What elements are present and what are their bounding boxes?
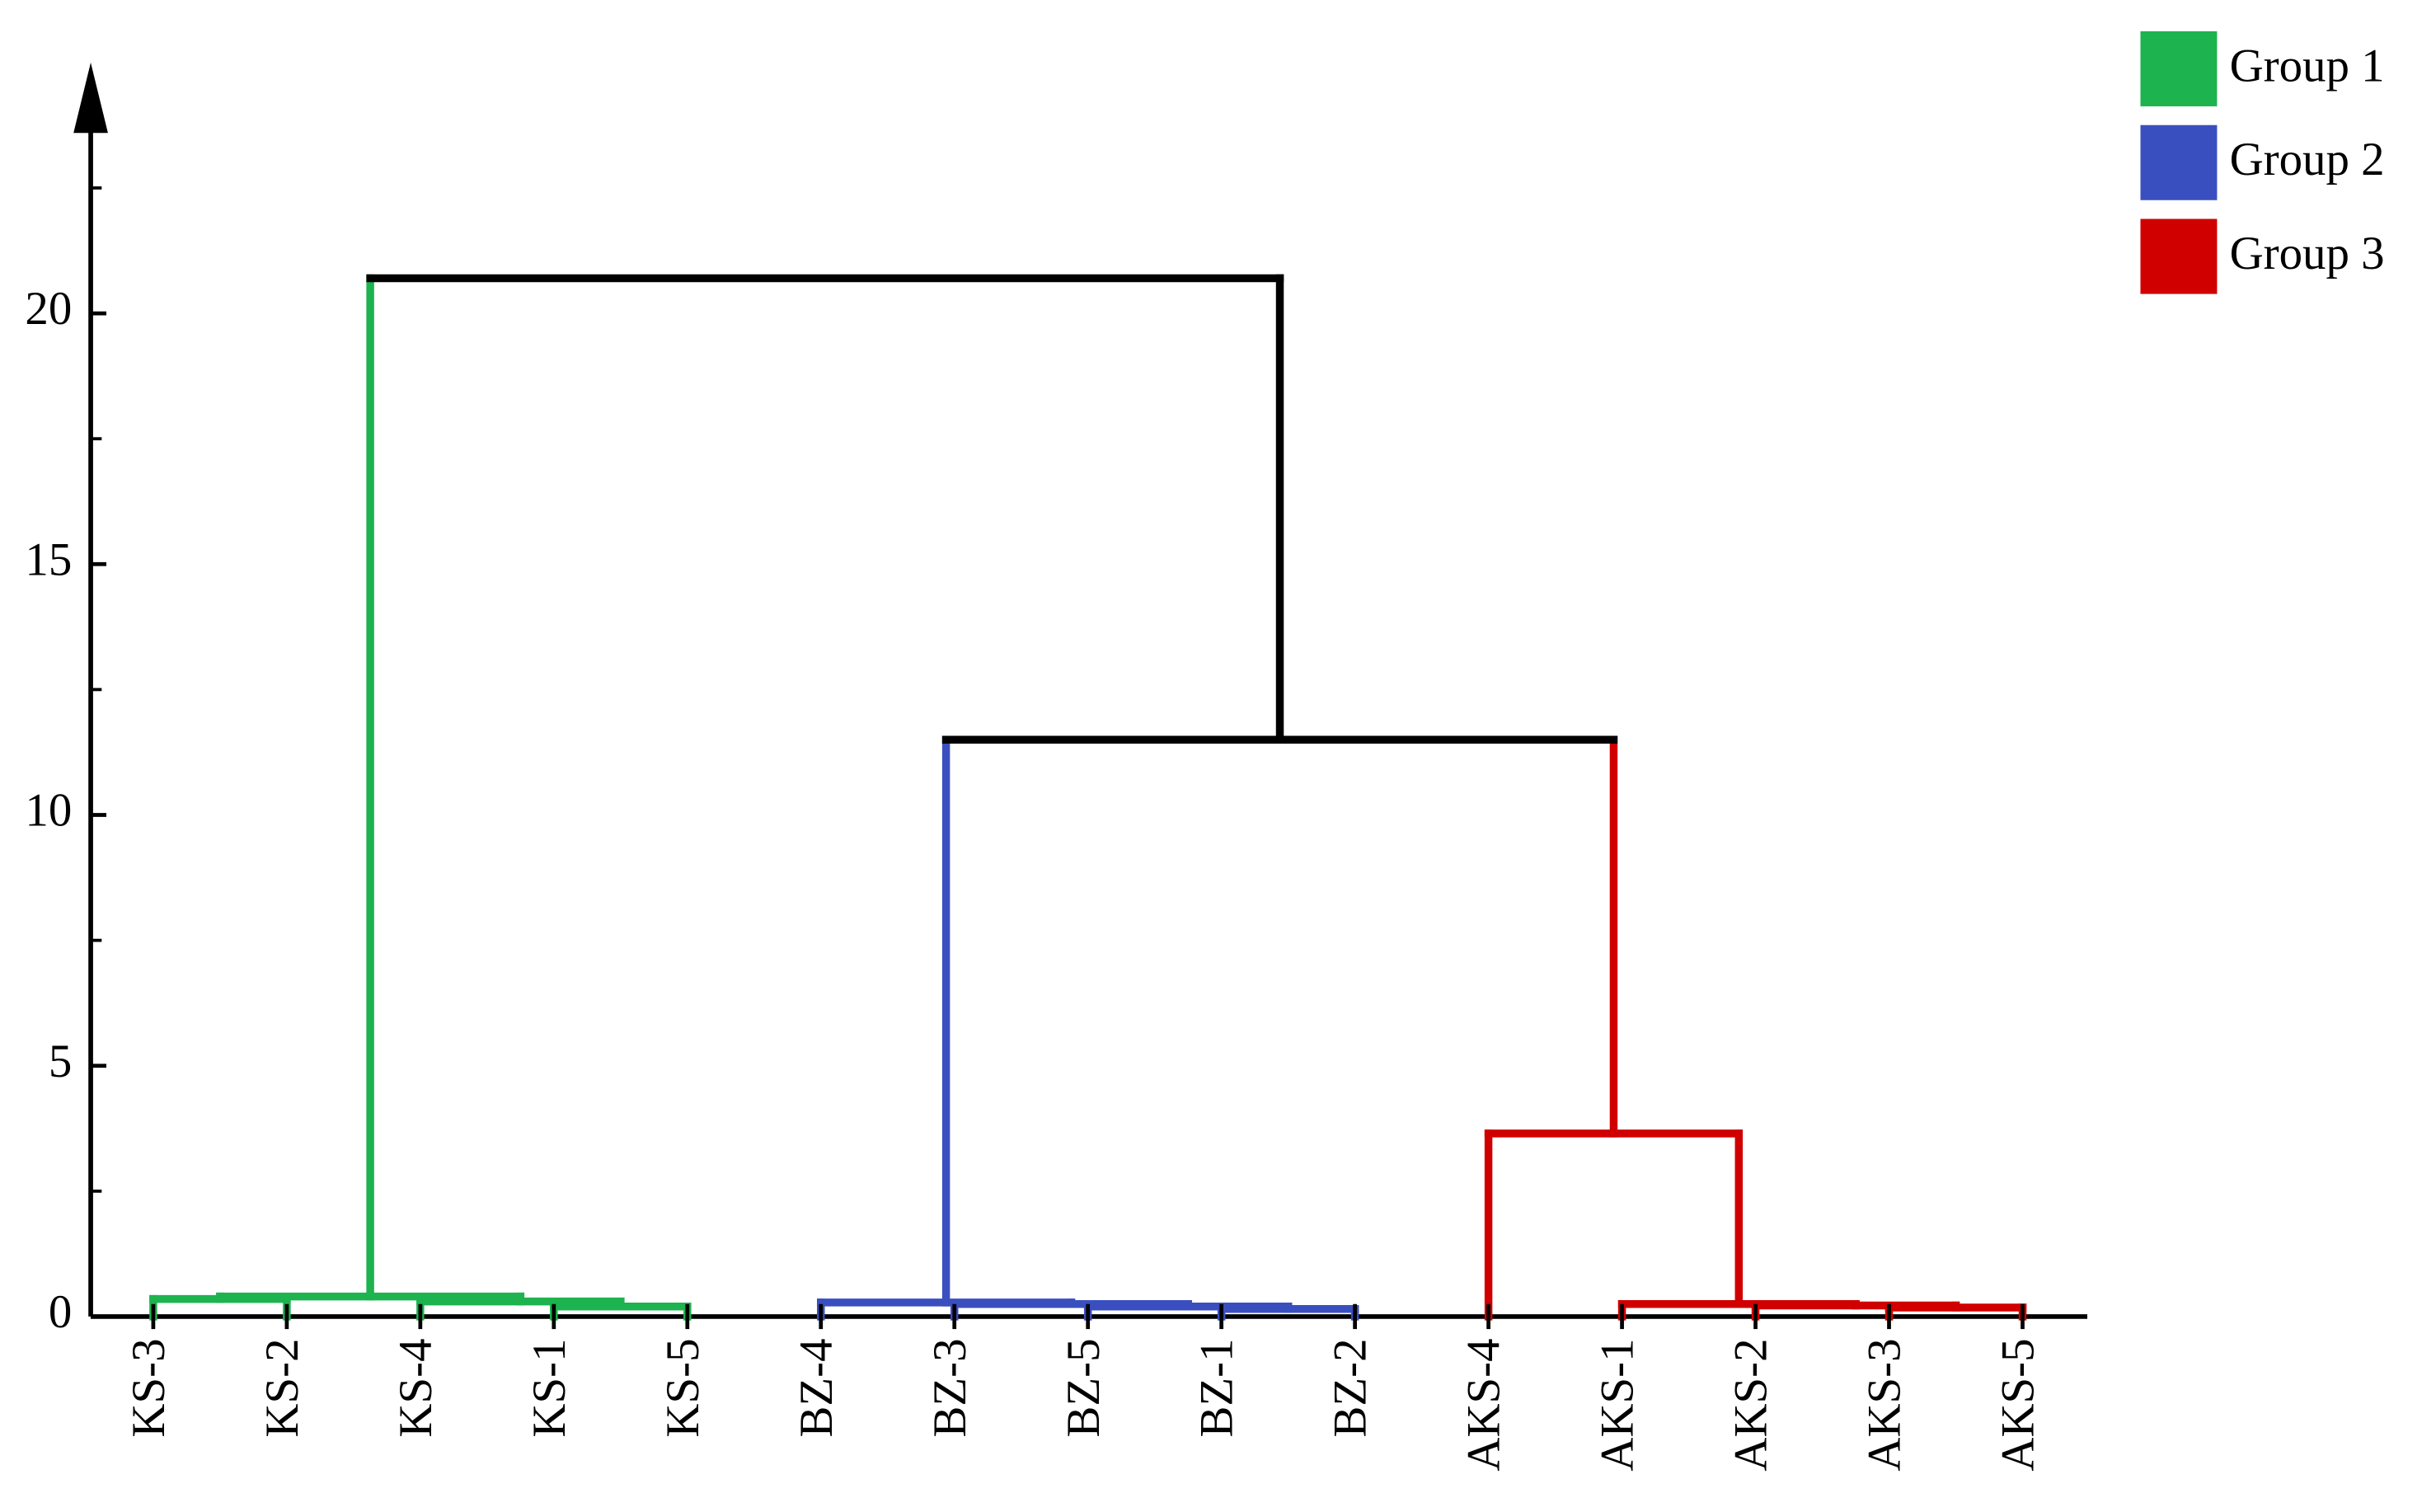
x-tick-label: AKS-4 — [1458, 1338, 1510, 1471]
legend-swatch — [2140, 31, 2218, 106]
x-tick-label: BZ-1 — [1191, 1338, 1243, 1437]
x-tick-label: BZ-2 — [1325, 1338, 1377, 1437]
x-tick-label: BZ-3 — [924, 1338, 976, 1437]
x-tick-label: AKS-2 — [1725, 1338, 1777, 1471]
x-tick-label: BZ-5 — [1058, 1338, 1110, 1437]
x-tick-label: KS-2 — [256, 1338, 308, 1437]
x-tick-label: BZ-4 — [791, 1338, 843, 1437]
y-tick-label: 10 — [25, 785, 72, 837]
x-tick-label: KS-1 — [523, 1338, 575, 1437]
x-tick-label: AKS-5 — [1992, 1338, 2044, 1471]
y-tick-label: 20 — [25, 283, 72, 335]
x-tick-label: KS-5 — [657, 1338, 709, 1437]
x-tick-label: AKS-3 — [1859, 1338, 1911, 1471]
legend-label: Group 2 — [2230, 134, 2385, 185]
y-tick-label: 0 — [49, 1286, 72, 1338]
legend-label: Group 1 — [2230, 40, 2385, 92]
y-axis-arrow — [73, 62, 108, 134]
x-tick-label: KS-4 — [390, 1338, 442, 1437]
legend-swatch — [2140, 218, 2218, 294]
y-tick-label: 15 — [25, 533, 72, 585]
y-tick-label: 5 — [49, 1035, 72, 1087]
legend-label: Group 3 — [2230, 228, 2385, 279]
x-tick-label: KS-3 — [123, 1338, 175, 1437]
x-tick-label: AKS-1 — [1592, 1338, 1644, 1471]
legend-swatch — [2140, 124, 2218, 200]
